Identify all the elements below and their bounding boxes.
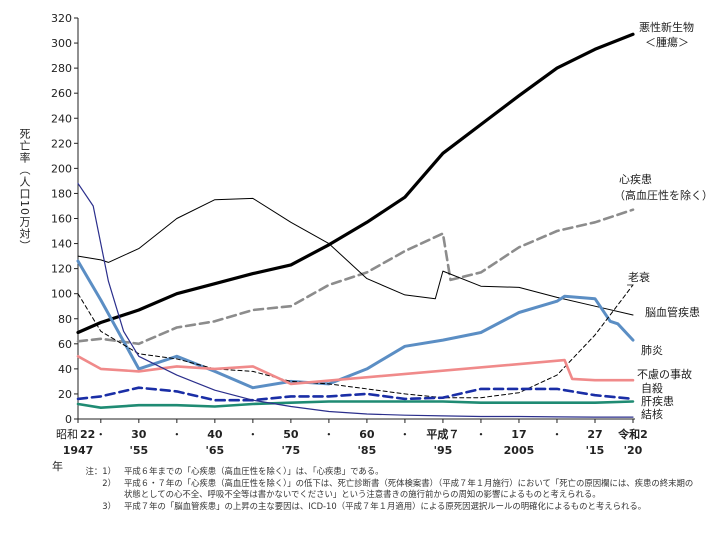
y-tick-label: 200 <box>51 162 72 175</box>
x-tick-year: '95 <box>434 444 453 457</box>
y-tick-label: 220 <box>51 137 72 150</box>
x-tick-label: 令和2 <box>617 427 648 441</box>
footnote-1: 注：1） 平成６年までの「心疾患（高血圧性を除く）」は、「心疾患」である。 <box>70 466 700 478</box>
y-tick-label: 100 <box>51 288 72 301</box>
footnote-2-text: 平成６・７年の「心疾患（高血圧性を除く）」の低下は、死亡診断書（死体検案書）（平… <box>124 477 694 500</box>
y-tick-label: 280 <box>51 62 72 75</box>
y-tick-label: 0 <box>65 413 72 426</box>
label-liver: 肝疾患 <box>641 394 674 408</box>
x-tick-year: 1947 <box>63 444 94 457</box>
x-tick-label: ・ <box>399 428 410 441</box>
x-tick-year: '85 <box>358 444 377 457</box>
label-tuberculosis: 結核 <box>641 407 663 421</box>
label-senility: 老衰 <box>628 270 650 284</box>
label-pneumonia: 肺炎 <box>641 344 663 357</box>
x-tick-label: ・ <box>247 428 258 441</box>
x-axis-unit: 年 <box>52 460 63 473</box>
y-tick-label: 160 <box>51 213 72 226</box>
x-tick-year: '15 <box>586 444 605 457</box>
footnote-2-number: 2） <box>102 477 116 488</box>
y-tick-label: 40 <box>58 363 72 376</box>
y-tick-label: 240 <box>51 112 72 125</box>
series-line-5 <box>76 354 635 386</box>
x-tick-label: 17 <box>511 428 526 441</box>
x-tick-label: ・ <box>171 428 182 441</box>
footnote-3-text: 平成７年の「脳血管疾患」の上昇の主な要因は、ICD-10（平成７年１月適用）によ… <box>124 500 647 511</box>
series-line-2 <box>77 197 634 316</box>
series-line-6 <box>76 386 635 402</box>
label-suicide: 自殺 <box>641 381 663 395</box>
series-line-4 <box>77 284 634 399</box>
y-tick-label: 120 <box>51 263 72 276</box>
footnote-1-number: 注：1） <box>85 466 116 476</box>
y-axis-label: 死亡率（人口10万対） <box>18 128 31 252</box>
label-accident: 不慮の事故 <box>637 367 692 381</box>
x-tick-year: '55 <box>129 444 148 457</box>
footnote-3: 3） 平成７年の「脳血管疾患」の上昇の主な要因は、ICD-10（平成７年１月適用… <box>70 501 700 513</box>
footnotes: 注：1） 平成６年までの「心疾患（高血圧性を除く）」は、「心疾患」である。 2）… <box>70 466 700 512</box>
x-tick-label: ・ <box>323 428 334 441</box>
y-tick-label: 260 <box>51 87 72 100</box>
x-tick-year: '20 <box>624 444 643 457</box>
y-tick-label: 80 <box>58 313 72 326</box>
x-tick-year: '65 <box>206 444 225 457</box>
x-tick-label: 22 <box>80 428 95 441</box>
label-cancer-2: ＜腫瘍＞ <box>645 35 689 49</box>
x-tick-label: ・ <box>475 428 486 441</box>
label-heart-2: （高血圧性を除く） <box>614 188 713 202</box>
series-line-0 <box>76 32 635 335</box>
footnote-1-text: 平成６年までの「心疾患（高血圧性を除く）」は、「心疾患」である。 <box>124 466 384 476</box>
series-line-7 <box>76 400 635 410</box>
series-line-1 <box>76 208 635 346</box>
x-tick-label: 27 <box>587 428 602 441</box>
y-tick-label: 140 <box>51 238 72 251</box>
footnote-3-number: 3） <box>102 500 116 511</box>
x-tick-label: 60 <box>359 428 375 441</box>
x-tick-label: 50 <box>283 428 299 441</box>
x-tick-era: 昭和 <box>56 428 78 441</box>
y-tick-label: 20 <box>58 388 72 401</box>
y-tick-label: 60 <box>58 338 72 351</box>
series-line-3 <box>76 259 635 390</box>
footnote-2: 2） 平成６・７年の「心疾患（高血圧性を除く）」の低下は、死亡診断書（死体検案書… <box>70 478 700 501</box>
x-tick-label: 30 <box>131 428 147 441</box>
label-cancer-1: 悪性新生物 <box>639 20 694 34</box>
x-tick-label: 40 <box>207 428 223 441</box>
label-cerebrovascular: 脳血管疾患 <box>645 305 700 319</box>
y-tick-label: 180 <box>51 187 72 200</box>
x-tick-label: ・ <box>551 428 562 441</box>
y-tick-label: 300 <box>51 37 72 50</box>
series-lines <box>76 32 635 418</box>
label-heart-1: 心疾患 <box>619 172 652 186</box>
x-tick-year: 2005 <box>504 444 535 457</box>
y-tick-label: 320 <box>51 12 72 25</box>
series-line-8 <box>77 182 634 418</box>
x-tick-year: '75 <box>282 444 301 457</box>
axes: 0 20 40 60 80 100 120 140 160 180 200 220 240 260 280 3… <box>51 12 635 426</box>
series-labels: 悪性新生物 ＜腫瘍＞ 心疾患 （高血圧性を除く） 老衰 脳血管疾患 肺炎 不慮の… <box>614 20 713 421</box>
x-tick-label: 平成７ <box>426 427 459 441</box>
x-tick-label: ・ <box>95 428 106 441</box>
